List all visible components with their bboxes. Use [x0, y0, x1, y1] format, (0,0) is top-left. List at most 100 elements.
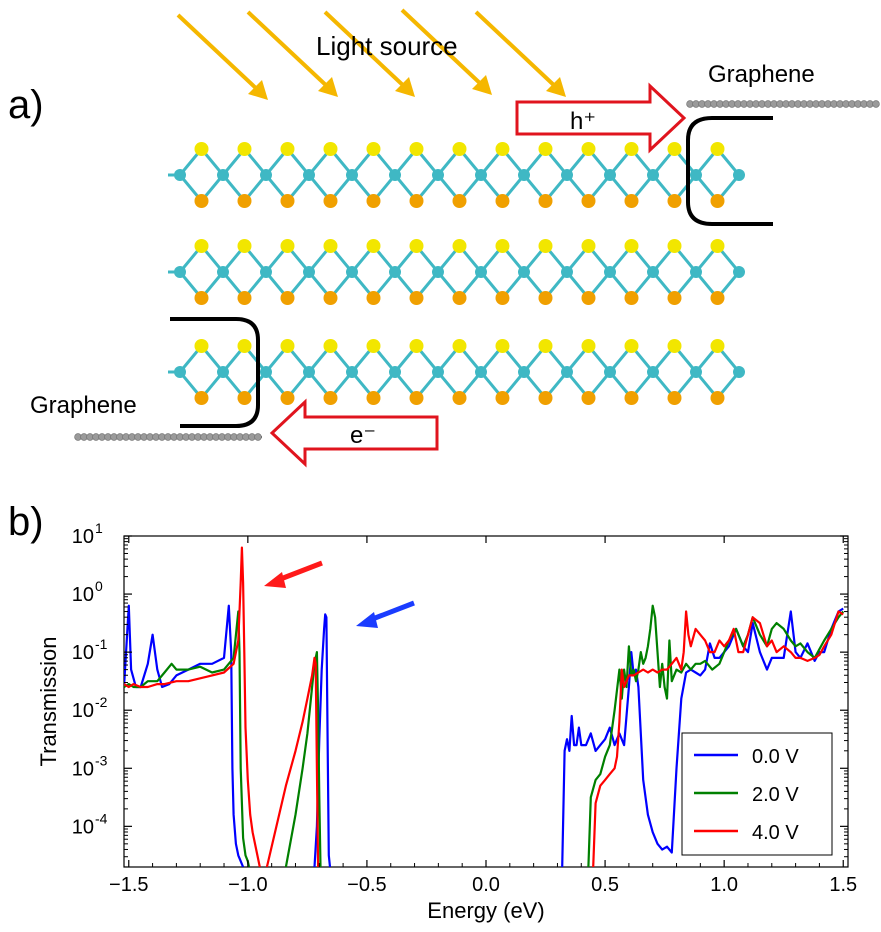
- sulfur-atom-bottom: [409, 194, 424, 208]
- molybdenum-atom: [561, 366, 573, 378]
- sulfur-atom-top: [538, 142, 553, 156]
- sulfur-atom-bottom: [366, 391, 381, 405]
- molybdenum-atom: [260, 266, 272, 278]
- light-arrow-head-3: [395, 77, 415, 97]
- transmission-chart: −1.5 −1.0 −0.5 0.0 0.5 1.0 1.5 10 110 010 -110 -21…: [36, 520, 857, 923]
- x-tick-label: 1.5: [829, 874, 857, 896]
- light-arrow-head-2: [318, 77, 338, 97]
- x-tick-label: 0.5: [591, 874, 619, 896]
- sulfur-atom-top: [280, 142, 295, 156]
- x-tick-label: −1.0: [228, 874, 267, 896]
- sulfur-atom-bottom: [280, 291, 295, 305]
- molybdenum-atom: [690, 266, 702, 278]
- y-tick-exponent: -2: [95, 694, 108, 710]
- y-axis-label: Transmission: [36, 637, 61, 767]
- sulfur-atom-bottom: [323, 291, 338, 305]
- molybdenum-atom: [604, 366, 616, 378]
- molybdenum-atom: [647, 366, 659, 378]
- sulfur-atom-top: [194, 239, 209, 253]
- sulfur-atom-bottom: [237, 291, 252, 305]
- x-tick-label: −1.5: [109, 874, 148, 896]
- sulfur-atom-bottom: [667, 194, 682, 208]
- molybdenum-atom: [647, 266, 659, 278]
- bottom-contact-bracket: [170, 317, 260, 428]
- sulfur-atom-bottom: [409, 391, 424, 405]
- sulfur-atom-bottom: [452, 194, 467, 208]
- molybdenum-atom: [303, 366, 315, 378]
- molybdenum-atom: [604, 169, 616, 181]
- plot-area: [124, 546, 845, 867]
- molybdenum-atom: [432, 266, 444, 278]
- sulfur-atom-top: [710, 339, 725, 353]
- electron-arrow: [269, 398, 439, 468]
- sulfur-atom-bottom: [667, 391, 682, 405]
- y-tick-label: 10: [72, 526, 94, 548]
- light-arrow-5: [474, 10, 560, 91]
- molybdenum-atom: [346, 266, 358, 278]
- legend-entry: 2.0 V: [752, 784, 799, 806]
- sulfur-atom-top: [581, 239, 596, 253]
- sulfur-atom-bottom: [237, 391, 252, 405]
- sulfur-atom-bottom: [194, 194, 209, 208]
- sulfur-atom-top: [237, 142, 252, 156]
- sulfur-atom-bottom: [624, 391, 639, 405]
- y-tick-label: 10: [72, 584, 94, 606]
- light-arrow-head-4: [472, 75, 492, 95]
- y-tick-label: 10: [72, 700, 94, 722]
- molybdenum-atom: [647, 169, 659, 181]
- molybdenum-atom: [432, 169, 444, 181]
- molybdenum-atom: [174, 366, 186, 378]
- legend-box: [681, 732, 833, 856]
- sulfur-atom-bottom: [667, 291, 682, 305]
- sulfur-atom-top: [323, 142, 338, 156]
- mos2-layer-2: [168, 239, 745, 305]
- sulfur-atom-top: [624, 142, 639, 156]
- sulfur-atom-bottom: [366, 291, 381, 305]
- molybdenum-atom: [518, 266, 530, 278]
- molybdenum-atom: [389, 169, 401, 181]
- molybdenum-atom: [346, 169, 358, 181]
- hole-arrow: [515, 82, 687, 154]
- legend-entry: 4.0 V: [752, 822, 799, 844]
- sulfur-atom-top: [710, 239, 725, 253]
- sulfur-atom-top: [538, 339, 553, 353]
- sulfur-atom-bottom: [538, 391, 553, 405]
- sulfur-atom-bottom: [409, 291, 424, 305]
- sulfur-atom-top: [495, 142, 510, 156]
- sulfur-atom-top: [452, 239, 467, 253]
- sulfur-atom-top: [452, 339, 467, 353]
- sulfur-atom-top: [581, 142, 596, 156]
- molybdenum-atom: [217, 169, 229, 181]
- graphene-bottom-label: Graphene: [30, 392, 137, 419]
- panel-b-label: b): [8, 500, 44, 544]
- molybdenum-atom: [518, 366, 530, 378]
- molybdenum-atom: [733, 266, 745, 278]
- electron-label: e⁻: [350, 422, 376, 449]
- molybdenum-atom: [217, 266, 229, 278]
- sulfur-atom-bottom: [323, 391, 338, 405]
- sulfur-atom-top: [452, 142, 467, 156]
- sulfur-atom-top: [710, 142, 725, 156]
- sulfur-atom-bottom: [581, 194, 596, 208]
- sulfur-atom-bottom: [581, 391, 596, 405]
- sulfur-atom-top: [366, 142, 381, 156]
- sulfur-atom-bottom: [581, 291, 596, 305]
- light-source-label: Light source: [316, 31, 458, 61]
- sulfur-atom-bottom: [538, 194, 553, 208]
- molybdenum-atom: [389, 266, 401, 278]
- x-tick-label: −0.5: [347, 874, 386, 896]
- sulfur-atom-top: [366, 339, 381, 353]
- sulfur-atom-bottom: [624, 194, 639, 208]
- molybdenum-atom: [303, 266, 315, 278]
- molybdenum-atom: [733, 366, 745, 378]
- molybdenum-atom: [561, 266, 573, 278]
- y-tick-label: 10: [72, 758, 94, 780]
- molybdenum-atom: [475, 266, 487, 278]
- hole-label: h⁺: [570, 108, 596, 135]
- x-axis-ticks: −1.5 −1.0 −0.5 0.0 0.5 1.0 1.5: [109, 536, 857, 896]
- sulfur-atom-top: [538, 239, 553, 253]
- sulfur-atom-bottom: [237, 194, 252, 208]
- sulfur-atom-top: [237, 239, 252, 253]
